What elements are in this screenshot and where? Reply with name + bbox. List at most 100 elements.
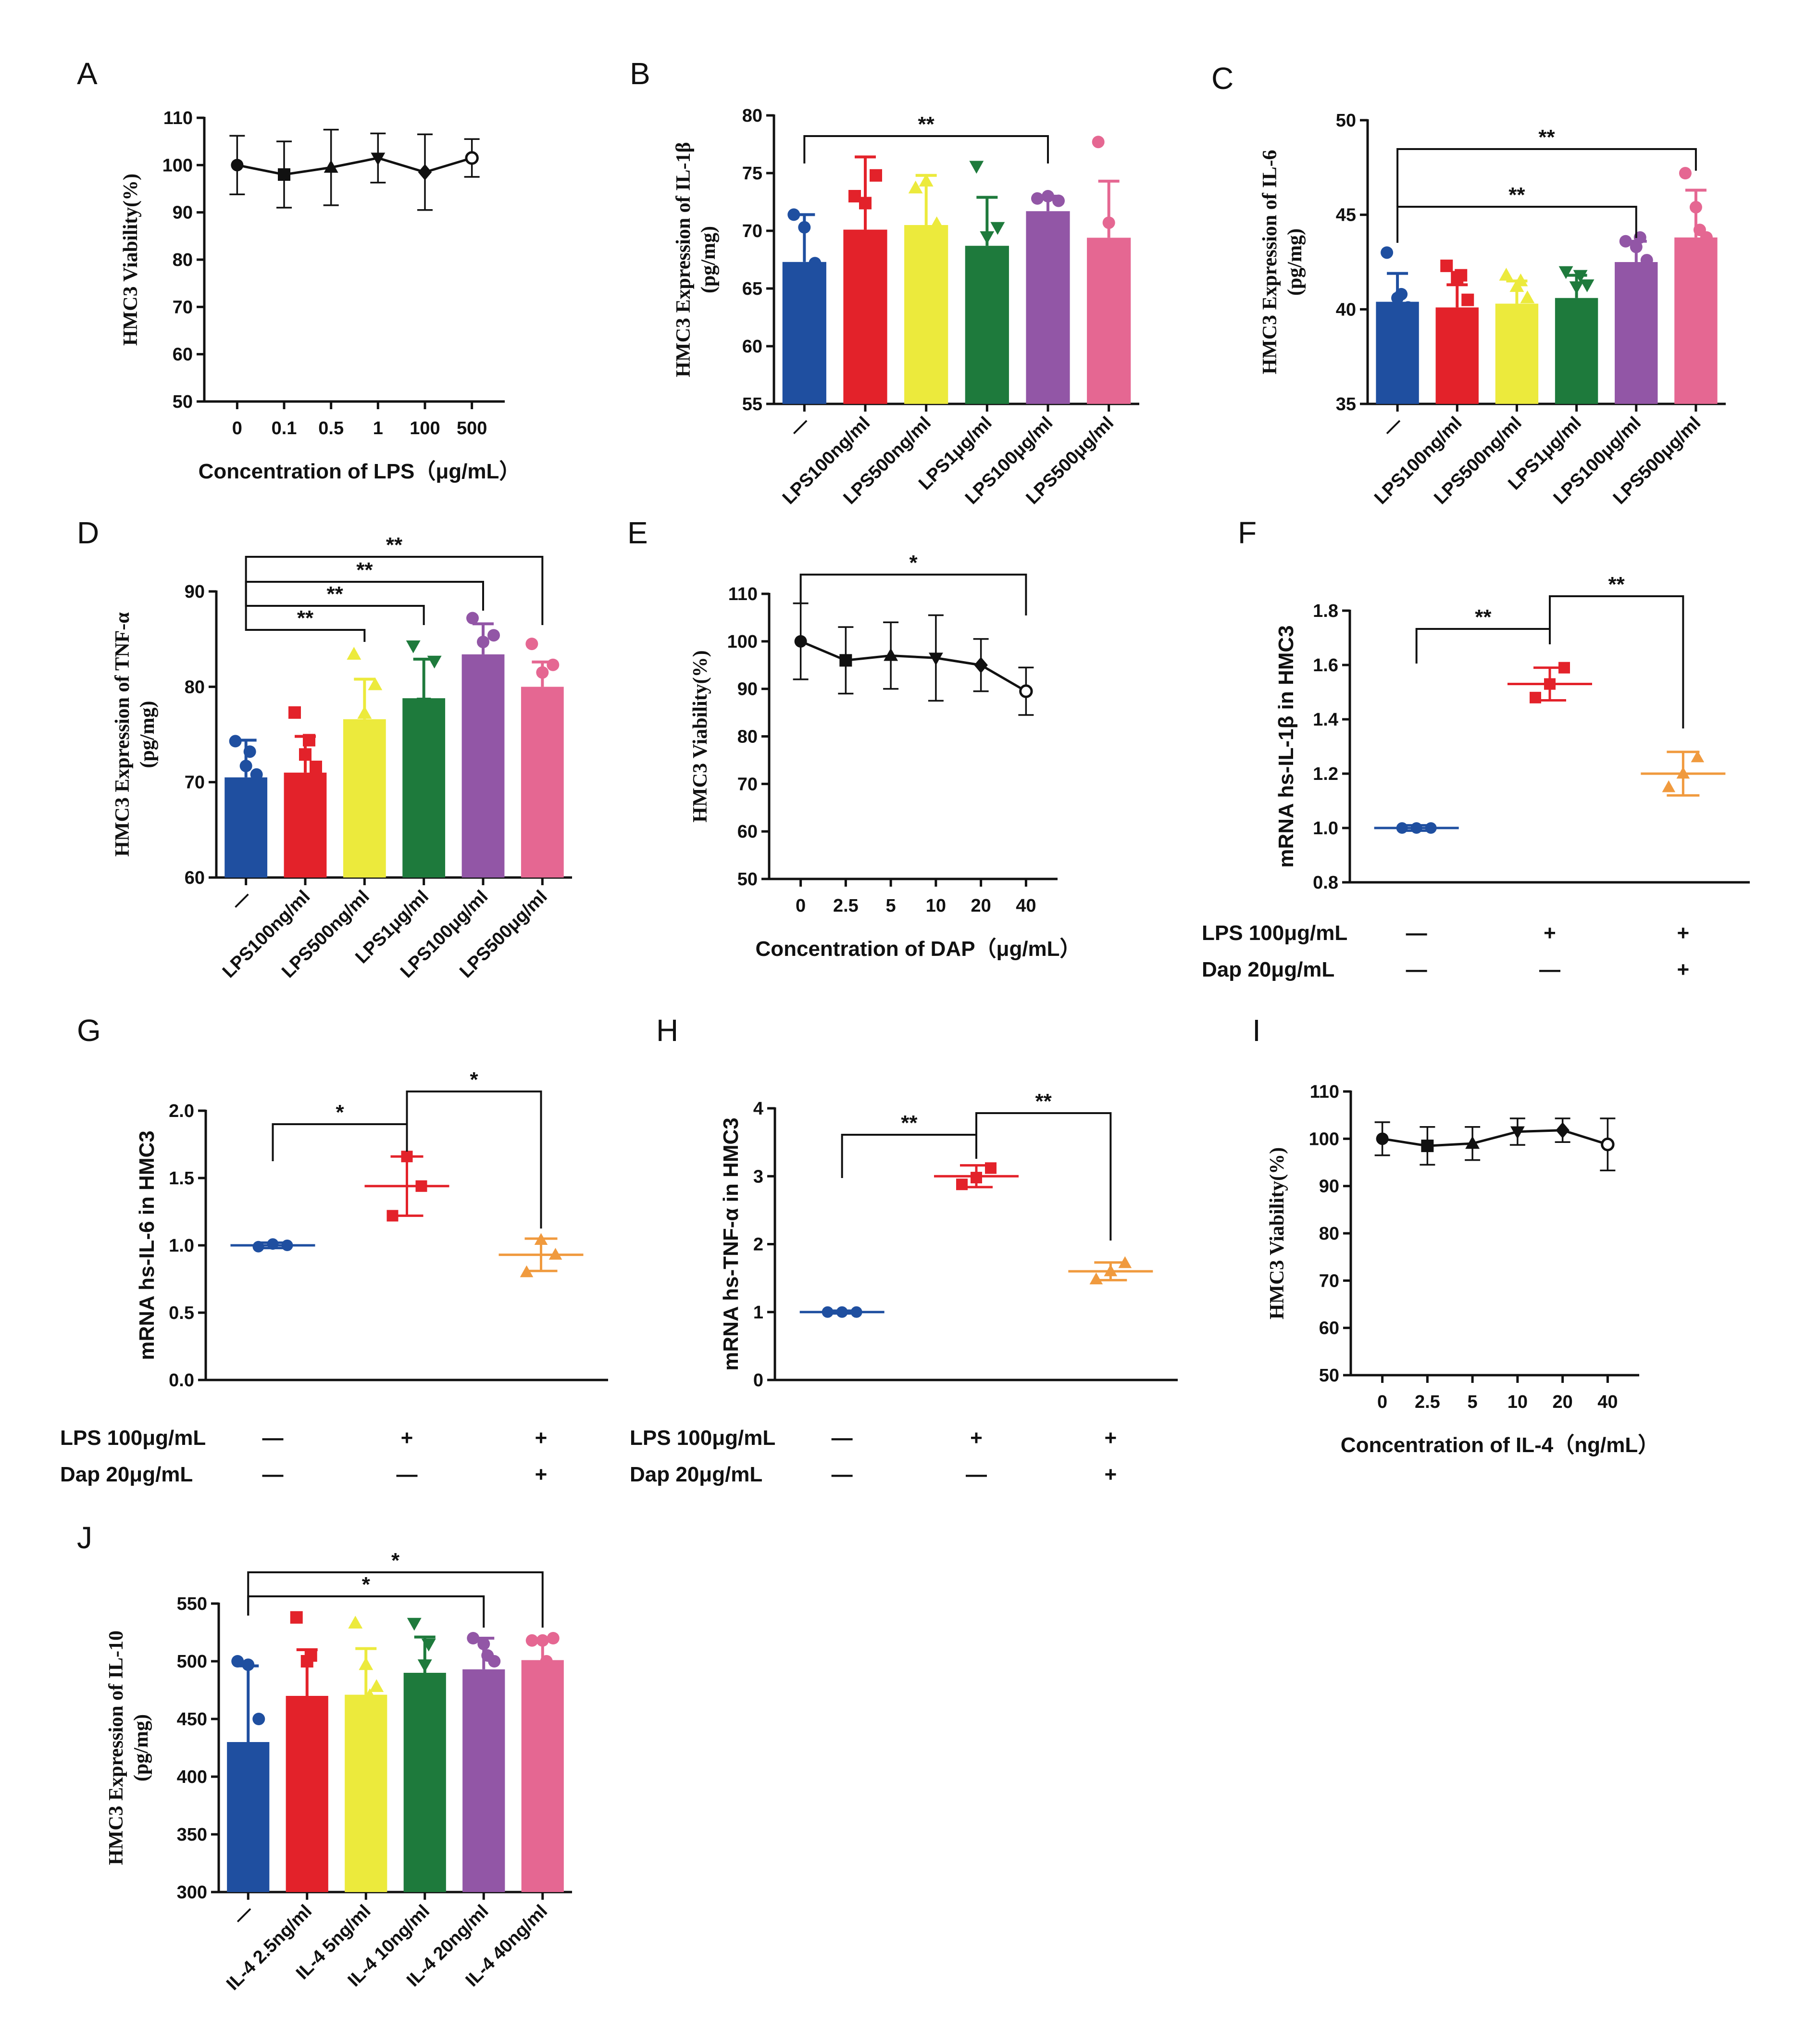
y-tick-label: 0.0	[169, 1370, 194, 1391]
data-point	[1102, 216, 1115, 229]
panel-label: C	[1211, 61, 1233, 96]
x-tick-label: 1	[373, 418, 383, 439]
y-tick-label: 1.5	[169, 1168, 194, 1189]
significance-bracket	[1415, 628, 1551, 664]
panel-e-line-chart: E 50 60 70 80 90 100 110 0 2.5 5 10 20 40 Concentratio…	[627, 515, 1081, 961]
treatment-sign: +	[535, 1426, 548, 1450]
significance-label: *	[391, 1549, 400, 1572]
y-tick-label: 75	[742, 163, 762, 184]
data-point	[1376, 1132, 1389, 1145]
treatment-sign: +	[1544, 921, 1556, 945]
y-tick-label: 1.0	[169, 1236, 194, 1256]
significance-bracket	[799, 574, 1027, 615]
x-tick-label: 500	[457, 418, 487, 439]
data-point	[884, 648, 898, 661]
series-line	[1382, 1129, 1608, 1147]
data-point	[1089, 1272, 1103, 1285]
x-category-label: —	[786, 413, 813, 440]
data-point	[1113, 248, 1126, 260]
treatment-sign: —	[966, 1463, 987, 1486]
bar	[904, 225, 948, 404]
data-point	[1630, 240, 1643, 253]
y-axis-title: mRNA hs-IL-1β in HMC3	[1274, 625, 1298, 867]
data-point	[1520, 290, 1535, 303]
y-tick-label: 3	[753, 1166, 763, 1187]
panel-label: F	[1238, 515, 1257, 550]
y-axis-unit: (pg/mg)	[137, 701, 159, 768]
data-point	[1513, 273, 1528, 287]
y-tick-label: 70	[173, 297, 193, 317]
y-tick-label: 50	[1319, 1366, 1339, 1386]
y-tick-label: 90	[1319, 1177, 1339, 1197]
data-point	[1662, 780, 1676, 792]
y-tick-label: 1.2	[1313, 764, 1338, 784]
y-axis-title: HMC3 Expression of IL-6	[1259, 150, 1281, 374]
data-point	[525, 1634, 538, 1647]
series-line	[237, 157, 473, 176]
data-point	[520, 1265, 534, 1278]
x-tick-label: 5	[1468, 1392, 1478, 1412]
y-tick-label: 40	[1336, 300, 1356, 320]
y-tick-label: 80	[737, 727, 758, 747]
y-tick-label: 90	[173, 203, 193, 223]
bar	[1555, 298, 1598, 404]
data-point	[487, 629, 500, 642]
data-point	[547, 658, 560, 671]
data-point	[548, 1248, 562, 1260]
data-point	[1601, 1137, 1615, 1152]
data-point	[267, 1238, 279, 1250]
significance-bracket	[1396, 206, 1637, 243]
y-tick-label: 300	[177, 1882, 207, 1903]
data-point	[477, 1638, 490, 1650]
data-point	[536, 1634, 549, 1647]
data-point	[1461, 293, 1474, 306]
data-point	[311, 1713, 324, 1725]
bar	[462, 1669, 505, 1892]
data-point	[1693, 224, 1706, 237]
x-category-label: —	[1379, 413, 1407, 440]
y-tick-label: 0.8	[1313, 873, 1338, 893]
x-tick-label: 20	[1552, 1392, 1572, 1412]
panel-label: G	[77, 1013, 101, 1048]
bar	[224, 777, 268, 878]
bar	[1495, 303, 1539, 404]
data-point	[1640, 254, 1653, 267]
x-axis-title: Concentration of IL-4（ng/mL）	[1341, 1433, 1659, 1457]
data-point	[798, 221, 811, 234]
y-tick-label: 550	[177, 1594, 207, 1614]
bar	[1674, 237, 1718, 404]
data-point	[1499, 267, 1514, 281]
data-point	[1395, 288, 1408, 301]
data-point	[246, 1747, 259, 1760]
data-point	[290, 1611, 303, 1624]
y-tick-label: 65	[742, 279, 762, 299]
data-point	[1421, 1140, 1434, 1153]
data-point	[1118, 1256, 1132, 1268]
treatment-sign: +	[535, 1463, 548, 1486]
y-axis-title: HMC3 Viability(%)	[689, 650, 711, 822]
x-tick-label: 2.5	[1415, 1392, 1440, 1412]
y-axis-title: mRNA hs-TNF-α in HMC3	[719, 1117, 743, 1371]
data-point	[303, 734, 315, 747]
significance-bracket	[245, 596, 366, 642]
treatment-sign: +	[1104, 1426, 1117, 1450]
data-point	[281, 1240, 293, 1251]
data-point	[1691, 750, 1705, 763]
bar	[521, 687, 564, 878]
treatment-sign: +	[401, 1426, 413, 1450]
data-point	[809, 257, 822, 270]
data-point	[839, 654, 852, 667]
y-tick-label: 45	[1336, 205, 1356, 226]
significance-label: **	[327, 582, 344, 606]
significance-label: *	[336, 1101, 344, 1124]
data-point	[848, 190, 861, 202]
data-point	[1410, 822, 1422, 834]
data-point	[822, 1306, 834, 1318]
bar	[403, 1673, 446, 1892]
data-point	[386, 1210, 399, 1222]
data-point	[415, 1180, 427, 1192]
data-point	[547, 1632, 560, 1644]
bar	[1026, 211, 1070, 404]
treatment-sign: —	[1406, 958, 1427, 981]
data-point	[870, 169, 882, 182]
